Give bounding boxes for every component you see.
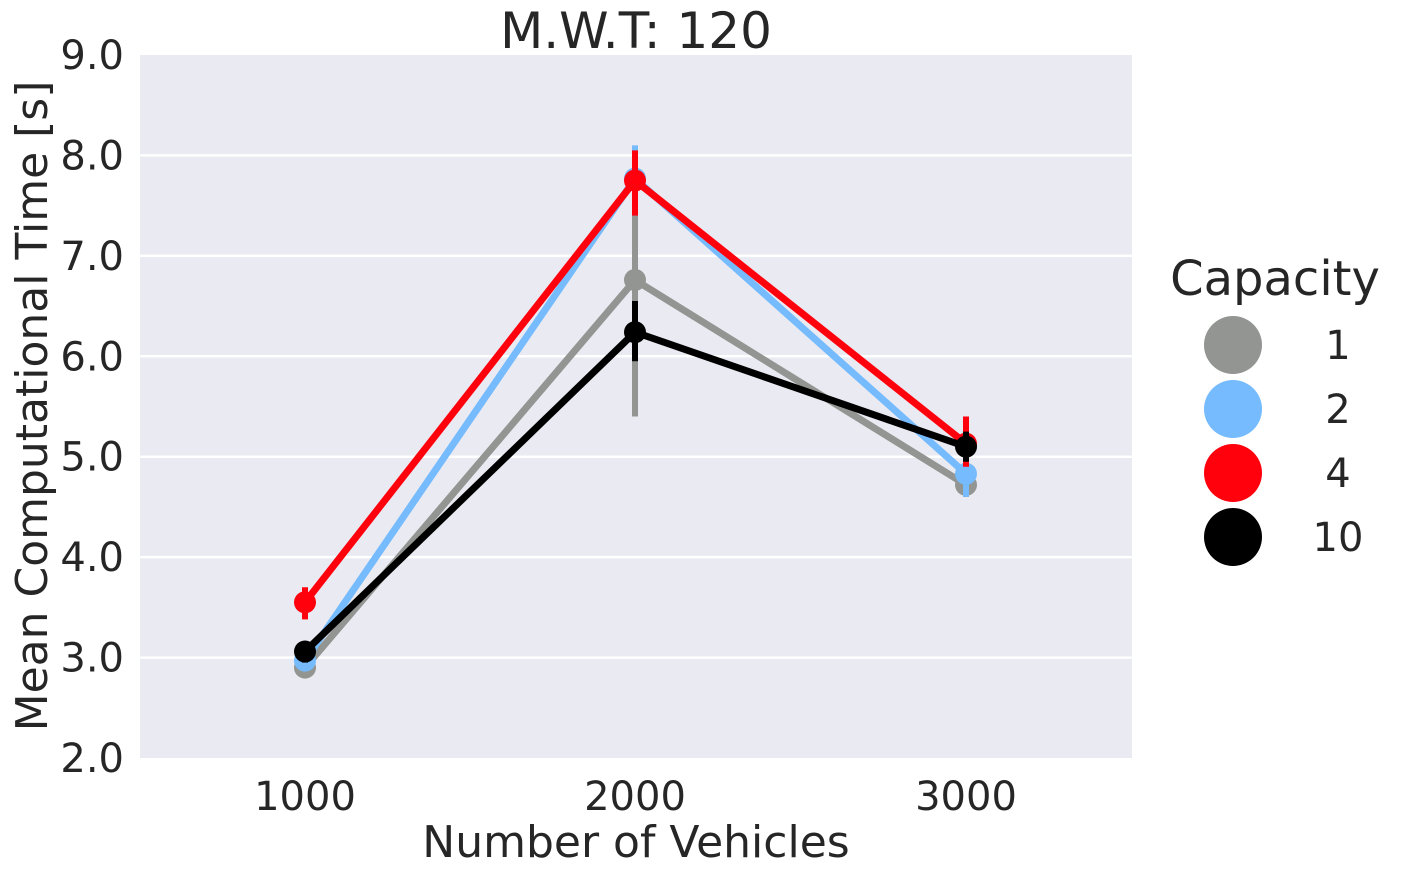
y-tick-label: 2.0 (60, 736, 124, 782)
legend: Capacity 1 2 4 10 (1170, 251, 1380, 566)
legend-marker (1204, 316, 1262, 374)
data-point (624, 268, 646, 291)
legend-label: 4 (1325, 451, 1350, 497)
y-tick-label: 8.0 (60, 133, 124, 179)
series-capacity-10 (294, 301, 977, 663)
x-tick-label: 2000 (584, 774, 686, 820)
data-point (955, 435, 977, 458)
legend-marker (1204, 380, 1262, 438)
legend-title: Capacity (1170, 251, 1380, 307)
legend-label: 2 (1325, 387, 1350, 433)
y-tick-label: 3.0 (60, 636, 124, 682)
x-tick-labels: 1000 2000 3000 (254, 774, 1017, 820)
y-axis-label: Mean Computational Time [s] (7, 81, 58, 732)
x-tick-label: 3000 (915, 774, 1017, 820)
data-point (624, 169, 646, 192)
x-tick-label: 1000 (254, 774, 356, 820)
legend-marker (1204, 508, 1262, 566)
legend-label: 10 (1313, 515, 1364, 561)
y-tick-label: 9.0 (60, 33, 124, 79)
chart-title: M.W.T: 120 (500, 2, 772, 60)
y-tick-label: 6.0 (60, 334, 124, 380)
data-point (294, 591, 316, 614)
data-point (624, 321, 646, 344)
legend-marker (1204, 444, 1262, 502)
y-tick-label: 7.0 (60, 234, 124, 280)
legend-label: 1 (1325, 323, 1350, 369)
x-axis-label: Number of Vehicles (422, 817, 849, 868)
y-tick-label: 5.0 (60, 435, 124, 481)
data-point (294, 640, 316, 663)
y-tick-label: 4.0 (60, 535, 124, 581)
series-group (294, 145, 977, 679)
data-point (955, 462, 977, 485)
y-tick-labels: 2.0 3.0 4.0 5.0 6.0 7.0 8.0 9.0 (60, 33, 124, 782)
